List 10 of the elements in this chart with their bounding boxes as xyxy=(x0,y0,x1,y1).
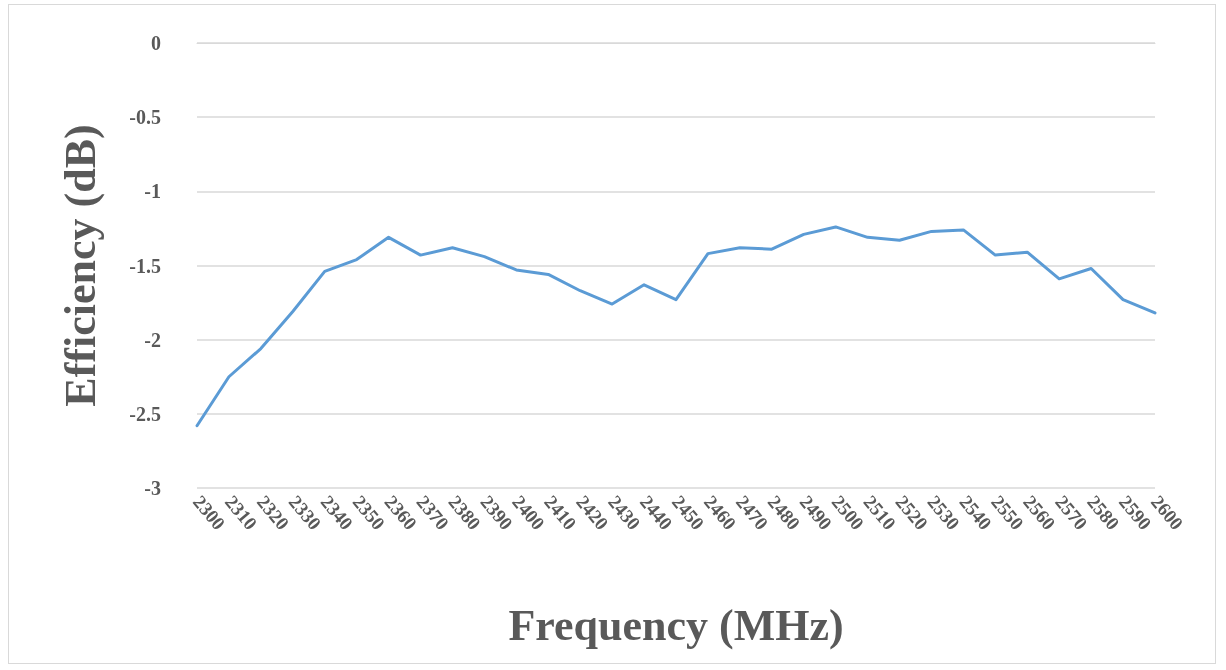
y-tick-label: -3 xyxy=(144,477,161,499)
y-tick-label: -2.5 xyxy=(129,402,161,425)
y-tick-label: -1.5 xyxy=(129,254,161,277)
x-axis-title: Frequency (MHz) xyxy=(508,600,844,650)
y-tick-label: -0.5 xyxy=(129,106,161,129)
y-tick-label: -2 xyxy=(144,328,161,351)
line-series xyxy=(195,225,1157,428)
y-tick-label: 0 xyxy=(151,32,161,54)
y-axis-title: Efficiency (dB) xyxy=(55,124,105,407)
y-tick-label: -1 xyxy=(144,180,161,203)
